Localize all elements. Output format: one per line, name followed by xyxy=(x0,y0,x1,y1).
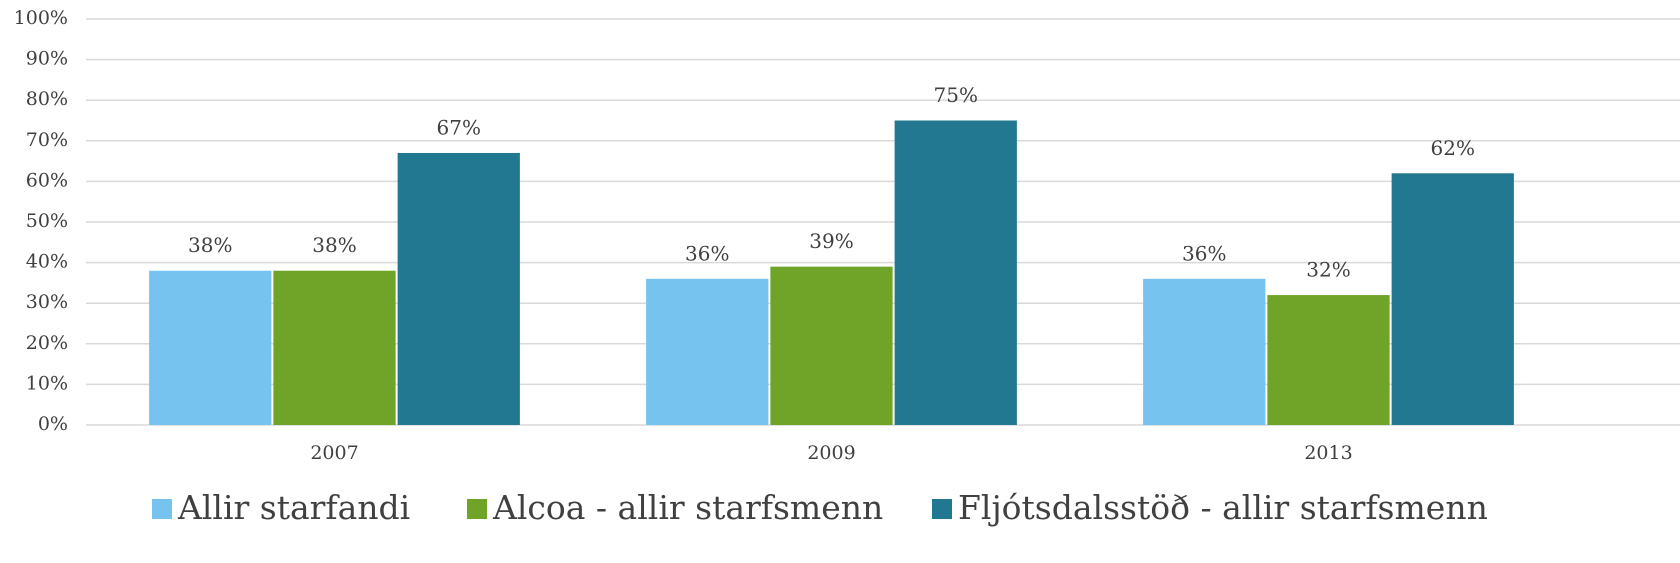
data-label: 62% xyxy=(1431,136,1475,160)
x-tick-label: 2007 xyxy=(310,442,358,464)
y-tick-label: 20% xyxy=(26,332,68,354)
data-label: 67% xyxy=(437,115,481,139)
y-tick-label: 0% xyxy=(38,413,68,435)
data-label: 36% xyxy=(1182,241,1226,265)
x-tick-label: 2009 xyxy=(807,442,855,464)
data-label: 36% xyxy=(685,241,729,265)
legend-swatch xyxy=(932,499,952,519)
y-tick-label: 70% xyxy=(26,129,68,151)
bar xyxy=(1143,278,1266,425)
y-tick-label: 30% xyxy=(26,291,68,313)
y-tick-label: 10% xyxy=(26,372,68,394)
bar xyxy=(397,152,520,426)
y-tick-label: 100% xyxy=(14,7,68,29)
y-tick-label: 50% xyxy=(26,210,68,232)
bar xyxy=(1391,173,1514,425)
data-label: 39% xyxy=(809,229,853,253)
bar xyxy=(894,120,1017,425)
legend-label: Allir starfandi xyxy=(177,488,410,527)
x-tick-label: 2013 xyxy=(1304,442,1352,464)
bar xyxy=(770,266,893,425)
legend-swatch xyxy=(467,499,487,519)
bar xyxy=(273,270,396,425)
bar xyxy=(149,270,272,425)
legend-label: Fljótsdalsstöð - allir starfsmenn xyxy=(958,488,1488,527)
data-label: 75% xyxy=(934,83,978,107)
y-tick-label: 60% xyxy=(26,169,68,191)
legend-label: Alcoa - allir starfsmenn xyxy=(492,488,883,527)
y-tick-label: 40% xyxy=(26,251,68,273)
y-tick-label: 90% xyxy=(26,48,68,70)
data-label: 38% xyxy=(312,233,356,257)
data-label: 32% xyxy=(1306,258,1350,282)
legend-swatch xyxy=(152,499,172,519)
data-label: 38% xyxy=(188,233,232,257)
bar xyxy=(646,278,769,425)
y-tick-label: 80% xyxy=(26,88,68,110)
bar xyxy=(1267,295,1390,425)
